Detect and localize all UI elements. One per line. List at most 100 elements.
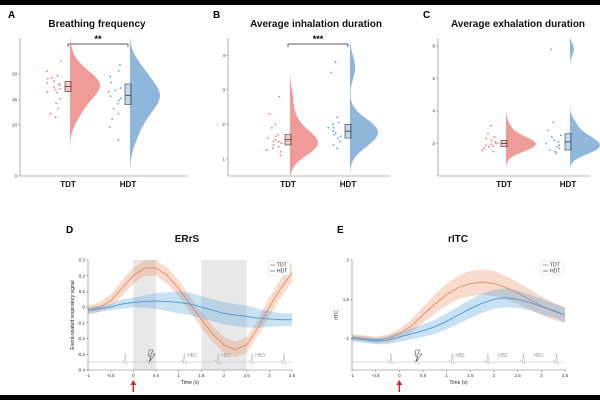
significance-marker: *** — [313, 34, 324, 44]
y-tick-label: 1.5 — [343, 297, 350, 302]
data-point — [334, 61, 337, 64]
data-point — [54, 116, 57, 119]
stimulus-arrow-icon — [396, 380, 403, 385]
series-hdt — [327, 38, 378, 176]
y-tick-label: 0.3 — [79, 258, 86, 263]
data-point — [481, 149, 484, 151]
data-point — [547, 129, 549, 132]
data-point — [336, 116, 339, 119]
x-tick-label: 2 — [493, 373, 496, 378]
category-label-hdt: HDT — [560, 180, 577, 189]
x-tick-label: -1 — [350, 373, 354, 378]
data-point — [271, 147, 274, 150]
data-point — [56, 74, 59, 77]
panel-a-title: Breathing frequency — [48, 19, 146, 30]
series-tdt — [265, 38, 318, 176]
data-point — [487, 132, 489, 135]
significance-marker: ** — [94, 34, 102, 44]
data-point — [553, 139, 556, 142]
data-point — [496, 142, 499, 145]
x-tick-label: 2.5 — [244, 373, 251, 378]
data-point — [545, 142, 548, 145]
data-point — [53, 86, 55, 88]
data-point — [555, 152, 557, 155]
y-tick-label: 1 — [346, 336, 349, 341]
data-point — [112, 107, 115, 110]
raincloud-panel-c: 2 4 6 8 TDT HDT — [432, 38, 600, 189]
data-point — [277, 140, 280, 143]
legend-label-hdt: HDT — [550, 269, 560, 275]
data-point — [51, 77, 53, 79]
x-tick-label: -0.5 — [107, 373, 115, 378]
data-point — [109, 95, 112, 98]
x-tick-label: 3.5 — [562, 373, 569, 378]
series-hdt — [351, 288, 566, 345]
data-point — [488, 145, 490, 148]
data-point — [109, 75, 112, 78]
y-tick-label: 8 — [432, 44, 435, 49]
analysis-window — [133, 260, 156, 370]
x-tick-label: 3.5 — [289, 373, 296, 378]
density-tdt — [506, 38, 536, 176]
data-point — [114, 89, 117, 91]
x-tick-label: 2.5 — [515, 373, 522, 378]
data-point — [59, 97, 62, 100]
data-point — [46, 91, 49, 94]
data-point — [272, 144, 275, 146]
density-tdt — [70, 38, 100, 176]
data-point — [334, 132, 337, 134]
data-point — [279, 154, 282, 157]
data-point — [270, 126, 273, 129]
heartbeat-label: HB3 — [255, 353, 265, 359]
line-panel-d: HB1 HB2 HB3 -0.4 -0.3 -0.2 -0.1 0 0.1 0.2 0.3 -1 -0.… — [70, 258, 296, 392]
y-tick-label: 0 — [82, 305, 85, 310]
data-point — [489, 124, 492, 127]
heartbeat-label: HB1 — [187, 353, 197, 359]
category-label-tdt: TDT — [280, 180, 296, 189]
data-point — [554, 150, 557, 153]
x-tick-label: -0.5 — [372, 373, 380, 378]
data-point — [280, 142, 283, 145]
bottom-border — [0, 395, 600, 400]
y-tick-label: 3 — [222, 87, 225, 92]
series-hdt — [545, 38, 600, 176]
x-axis-label: Time (s) — [449, 380, 467, 386]
panel-label-a: A — [8, 10, 15, 21]
ci-band-hdt — [88, 291, 292, 328]
data-point — [46, 70, 48, 73]
data-point — [107, 90, 110, 93]
data-point — [46, 82, 49, 84]
data-point — [274, 138, 277, 141]
data-point — [265, 149, 268, 152]
x-tick-label: 0 — [398, 373, 401, 378]
data-point — [119, 87, 122, 89]
data-point — [117, 139, 120, 142]
data-point — [552, 121, 555, 124]
panel-label-c: C — [423, 10, 430, 21]
legend-label-hdt: HDT — [277, 269, 287, 275]
x-axis-label: Time (s) — [181, 380, 199, 386]
x-tick-label: 1.5 — [198, 373, 205, 378]
data-point — [336, 137, 339, 140]
data-point — [118, 99, 120, 102]
data-point — [490, 143, 492, 146]
heartbeat-trace — [88, 352, 292, 365]
line-hdt — [351, 297, 566, 342]
y-tick-label: 0 — [14, 174, 17, 179]
data-point — [332, 144, 335, 146]
data-point — [333, 133, 336, 136]
data-point — [558, 147, 561, 150]
data-point — [278, 95, 281, 98]
line-panel-e: HB1 HB2 HB3 1 1.5 2 -1 -0.5 0 0.5 1 1.5 2 2.5 3 3.5 Time… — [334, 258, 569, 392]
y-axis-label: Event-related respiratory signal — [70, 280, 76, 349]
x-tick-label: 0.5 — [420, 373, 427, 378]
x-tick-label: 1 — [177, 373, 180, 378]
heartbeat-label: HB2 — [221, 353, 231, 359]
y-tick-label: -0.3 — [77, 352, 85, 357]
data-point — [338, 140, 341, 143]
series-hdt — [87, 291, 292, 328]
data-point — [117, 112, 120, 115]
heartbeat-trace — [352, 352, 565, 365]
data-point — [272, 140, 275, 143]
